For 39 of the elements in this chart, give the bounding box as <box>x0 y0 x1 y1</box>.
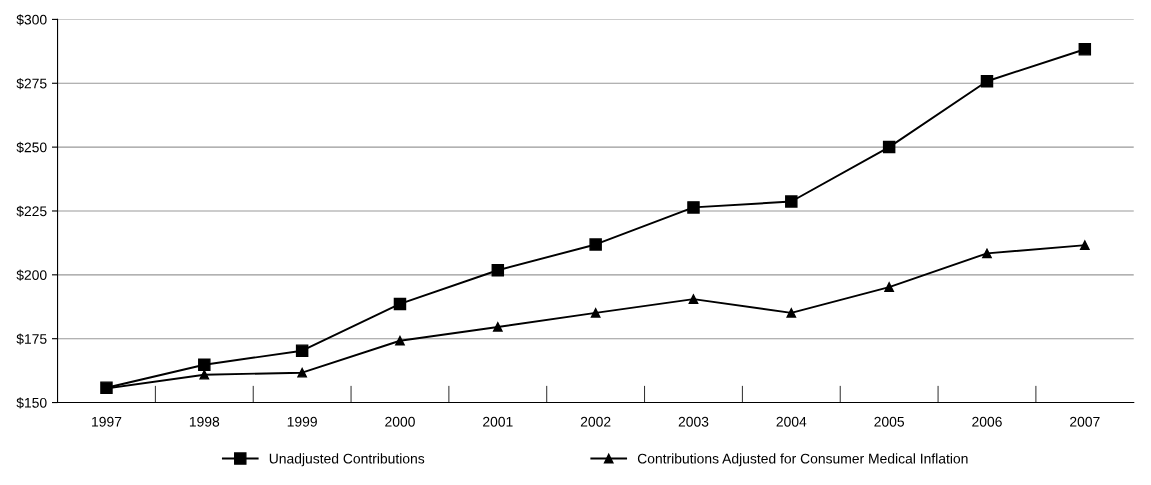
x-tick-label: 1998 <box>189 416 220 427</box>
y-tick-label: $275 <box>16 78 47 90</box>
point <box>980 74 994 88</box>
x-tick-label: 2007 <box>1070 416 1100 427</box>
legend-label: Contributions Adjusted for Consumer Medical Inflation <box>637 453 968 467</box>
y-tick-label: $175 <box>16 333 47 345</box>
x-tick-label: 2000 <box>385 416 415 427</box>
y-tick-label: $300 <box>16 14 47 26</box>
y-tick-label: $200 <box>16 269 47 281</box>
x-tick-label: 1997 <box>92 416 122 427</box>
point <box>198 358 211 371</box>
x-tick-label: 2006 <box>972 416 1002 427</box>
point <box>687 201 700 214</box>
point <box>297 367 307 378</box>
y-tick-label: $225 <box>16 205 47 217</box>
x-tick-label: 2003 <box>678 416 709 427</box>
x-tick-label: 2002 <box>580 416 611 427</box>
point <box>1079 240 1090 251</box>
point <box>982 248 992 259</box>
point <box>882 140 896 154</box>
point <box>295 344 309 357</box>
point <box>589 238 602 251</box>
point <box>590 308 601 318</box>
legend-label: Unadjusted Contributions <box>269 453 425 467</box>
point <box>492 322 503 332</box>
x-tick-label: 2004 <box>776 416 807 427</box>
y-tick-label: $150 <box>16 397 47 409</box>
point <box>1078 43 1092 56</box>
y-tick-label: $250 <box>16 141 47 154</box>
point <box>785 195 798 208</box>
point <box>884 282 895 292</box>
x-tick-label: 2001 <box>483 416 513 427</box>
point <box>395 335 405 346</box>
point <box>393 297 407 311</box>
x-tick-label: 1999 <box>287 416 317 427</box>
x-tick-label: 2005 <box>874 416 905 427</box>
point <box>688 294 699 304</box>
point <box>491 263 505 277</box>
point <box>786 308 797 318</box>
